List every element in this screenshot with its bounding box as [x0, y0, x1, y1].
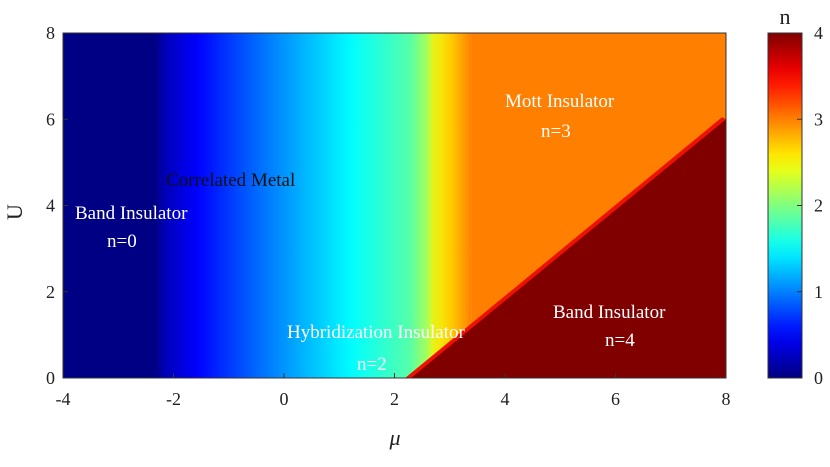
x-tick-label: 8 [722, 389, 731, 409]
x-tick-label: 2 [390, 389, 399, 409]
x-tick-label: -2 [166, 389, 181, 409]
x-tick-label: 4 [501, 389, 510, 409]
colorbar-tick-label: 0 [814, 368, 823, 388]
n4-boundary-edge [405, 117, 726, 378]
label-correlated-metal: Correlated Metal [166, 170, 295, 191]
label-band-insulator-left: Band Insulator [75, 203, 188, 224]
band-insulator-n4-region [411, 119, 726, 378]
label-band-insulator-right: Band Insulator [553, 302, 666, 323]
x-tick-label: 0 [280, 389, 289, 409]
region-annotations: Band Insulator n=0 Correlated Metal Hybr… [75, 91, 666, 375]
label-n0: n=0 [107, 231, 137, 252]
yellow-transition-band [430, 33, 472, 378]
plot-area [63, 33, 726, 378]
colorbar-tick-label: 3 [814, 109, 823, 129]
label-hybridization-insulator: Hybridization Insulator [287, 322, 465, 343]
colorbar: 0 1 2 3 4 [767, 23, 823, 388]
label-n4: n=4 [605, 330, 635, 351]
colorbar-tick-label: 4 [814, 23, 823, 43]
label-mott-insulator: Mott Insulator [505, 91, 615, 112]
colorbar-tick-label: 1 [814, 282, 823, 302]
y-tick-label: 2 [46, 282, 55, 302]
x-tick-label: 6 [611, 389, 620, 409]
y-axis-label: U [2, 204, 27, 220]
y-tick-label: 4 [46, 196, 55, 216]
label-n2: n=2 [357, 354, 387, 375]
density-gradient-region [63, 33, 472, 378]
colorbar-tick-label: 2 [814, 196, 823, 216]
axes: -4 -2 0 2 4 6 8 0 2 4 6 8 [46, 23, 731, 409]
y-tick-label: 6 [46, 109, 55, 129]
label-n3: n=3 [541, 121, 571, 142]
x-tick-label: -4 [56, 389, 71, 409]
y-tick-label: 0 [46, 368, 55, 388]
colorbar-label: n [780, 4, 791, 29]
x-axis-label: μ [388, 425, 400, 450]
y-tick-label: 8 [46, 23, 55, 43]
colorbar-gradient [767, 32, 803, 379]
